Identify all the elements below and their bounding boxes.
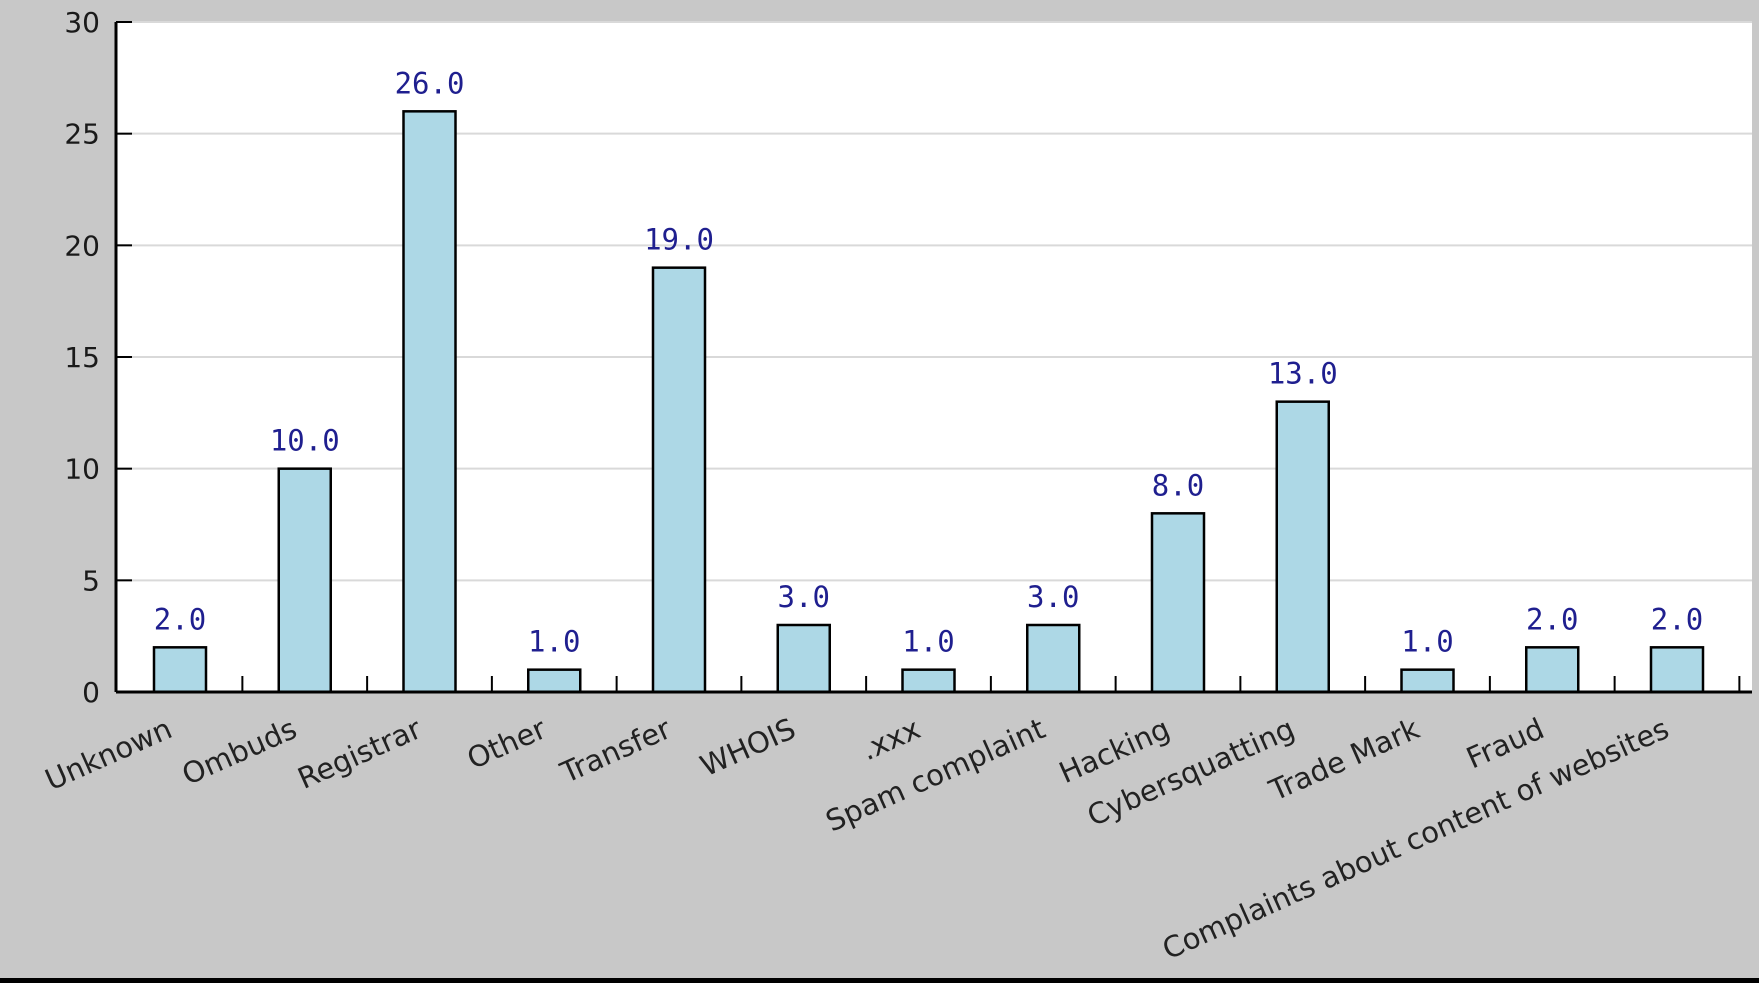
bar-12 [1649, 646, 1705, 694]
category-label-3: Other [462, 711, 551, 776]
bar-0 [152, 646, 208, 694]
value-label-1: 10.0 [270, 424, 340, 458]
y-tick-label: 0 [82, 676, 100, 709]
bars [152, 110, 1705, 694]
grid-lines [116, 21, 1752, 582]
value-label-11: 2.0 [1526, 602, 1578, 636]
category-label-4: Transfer [555, 711, 676, 790]
value-label-10: 1.0 [1401, 625, 1453, 659]
category-label-2: Registrar [293, 711, 427, 795]
category-label-0: Unknown [40, 711, 177, 797]
value-label-0: 2.0 [154, 602, 206, 636]
value-label-2: 26.0 [395, 66, 465, 100]
bottom-border [0, 978, 1759, 983]
bar-9 [1275, 400, 1330, 694]
value-label-4: 19.0 [644, 223, 714, 257]
y-tick-label: 10 [64, 453, 100, 486]
bar-2 [402, 110, 457, 694]
category-label-7: Spam complaint [821, 711, 1050, 838]
value-label-8: 8.0 [1152, 468, 1204, 502]
bar-8 [1150, 512, 1206, 694]
bar-6 [901, 668, 956, 694]
bar-11 [1525, 646, 1580, 694]
category-label-9: Cybersquatting [1082, 711, 1299, 833]
value-label-3: 1.0 [528, 625, 580, 659]
bar-10 [1400, 668, 1455, 694]
y-tick-label: 25 [64, 118, 100, 151]
bar-4 [651, 266, 707, 694]
y-tick-label: 20 [64, 229, 100, 262]
value-label-7: 3.0 [1027, 580, 1079, 614]
y-axis-ticks: 0 5 10 15 20 25 30 [64, 6, 132, 709]
value-labels: 2.0 10.0 26.0 1.0 19.0 3.0 1.0 3.0 8.0 13.0 1.0 2.0… [154, 66, 1703, 658]
y-tick-label: 30 [64, 6, 100, 39]
bar-7 [1026, 623, 1081, 694]
bar-5 [776, 623, 831, 694]
x-axis-ticks [241, 676, 1741, 692]
value-label-5: 3.0 [778, 580, 830, 614]
y-tick-label: 15 [64, 341, 100, 374]
category-label-6: .xxx [856, 711, 925, 767]
bar-1 [277, 467, 332, 694]
bar-3 [527, 668, 582, 694]
y-tick-label: 5 [82, 564, 100, 597]
category-label-1: Ombuds [177, 711, 302, 791]
category-label-5: WHOIS [695, 711, 800, 783]
value-label-12: 2.0 [1651, 602, 1703, 636]
value-label-6: 1.0 [902, 625, 954, 659]
value-label-9: 13.0 [1268, 357, 1338, 391]
